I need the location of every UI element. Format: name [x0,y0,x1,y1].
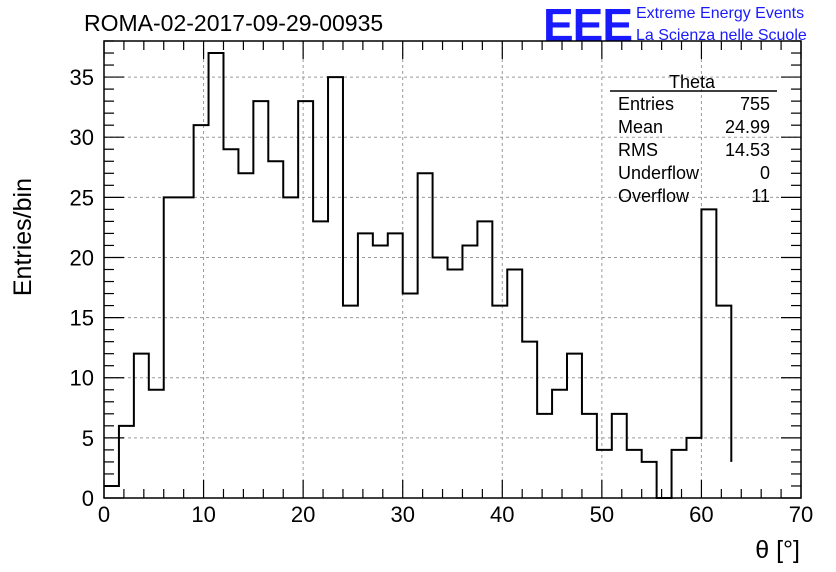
stats-value: 755 [740,94,770,114]
histogram-bin [134,354,149,498]
histogram-bin [418,173,433,498]
histogram-bin [672,450,687,498]
histogram-bin [343,306,358,498]
histogram-bin [388,233,403,498]
x-tick-label: 60 [689,502,713,527]
histogram-bin [701,209,716,498]
histogram-bin [253,101,268,498]
y-tick-label: 15 [70,306,94,331]
histogram-bin [642,462,657,498]
histogram-bin [373,245,388,498]
histogram-bin [582,414,597,498]
histogram-bin [567,354,582,498]
y-tick-labels: 0 5 10 15 20 25 30 35 [70,65,94,511]
stats-value: 0 [760,163,770,183]
histogram-bin [686,438,701,498]
x-tick-label: 0 [98,502,110,527]
histogram-bin [119,426,134,498]
histogram-bin [403,294,418,498]
x-tick-label: 20 [291,502,315,527]
histogram-bin [507,270,522,499]
histogram-bin [433,257,448,498]
axis-ticks [103,40,802,499]
histogram-bin [522,342,537,498]
x-axis-label: θ [°] [755,536,800,564]
histogram-series [104,52,733,499]
x-tick-label: 50 [590,502,614,527]
histogram-bin [223,149,238,498]
y-tick-label: 10 [70,366,94,391]
histogram-bin [627,450,642,498]
y-tick-label: 30 [70,125,94,150]
stats-label: Overflow [618,186,690,206]
histogram-bin [209,53,224,498]
histogram-bin [298,101,313,498]
histogram-bin [537,414,552,498]
histogram-bin [716,306,731,498]
histogram-bin [492,306,507,498]
x-tick-labels: 0 10 20 30 40 50 60 70 [98,502,813,527]
histogram-bin [149,390,164,498]
logo-line-1: Extreme Energy Events [636,5,804,22]
logo-mark: EEE [543,0,632,51]
stats-value: 11 [751,186,770,206]
histogram-bin [328,77,343,498]
stats-box: Theta Entries 755 Mean 24.99 RMS 14.53 Underfl… [610,72,777,206]
x-tick-label: 70 [789,502,813,527]
histogram-line [104,52,733,499]
histogram-bin [268,161,283,498]
stats-label: RMS [618,140,658,160]
x-tick-label: 10 [191,502,215,527]
stats-value: 14.53 [725,140,770,160]
y-tick-label: 0 [82,486,94,511]
stats-label: Mean [618,117,663,137]
histogram-bin [313,221,328,498]
histogram-bin [238,173,253,498]
chart-title: ROMA-02-2017-09-29-00935 [84,10,383,36]
histogram-bin [283,197,298,498]
y-tick-label: 20 [70,245,94,270]
stats-label: Entries [618,94,674,114]
histogram-bin [194,125,209,498]
y-tick-label: 25 [70,185,94,210]
y-tick-label: 5 [82,426,94,451]
histogram-bin [462,245,477,498]
eee-logo: EEE Extreme Energy Events La Scienza nel… [543,0,807,51]
histogram-bin [477,221,492,498]
stats-value: 24.99 [725,117,770,137]
x-tick-label: 30 [390,502,414,527]
histogram-bin [597,450,612,498]
y-tick-label: 35 [70,65,94,90]
stats-title: Theta [669,72,716,92]
x-tick-label: 40 [490,502,514,527]
histogram-bin [358,233,373,498]
histogram-bin [179,197,194,498]
y-axis-label: Entries/bin [9,178,37,296]
histogram-bin [552,390,567,498]
histogram-bin [612,414,627,498]
stats-rows: Entries 755 Mean 24.99 RMS 14.53 Underflow 0 Ove… [618,94,770,206]
histogram-bin [164,197,179,498]
histogram-bin [448,270,463,499]
stats-label: Underflow [618,163,700,183]
histogram-bin [104,486,119,498]
logo-line-2: La Scienza nelle Scuole [636,27,807,44]
